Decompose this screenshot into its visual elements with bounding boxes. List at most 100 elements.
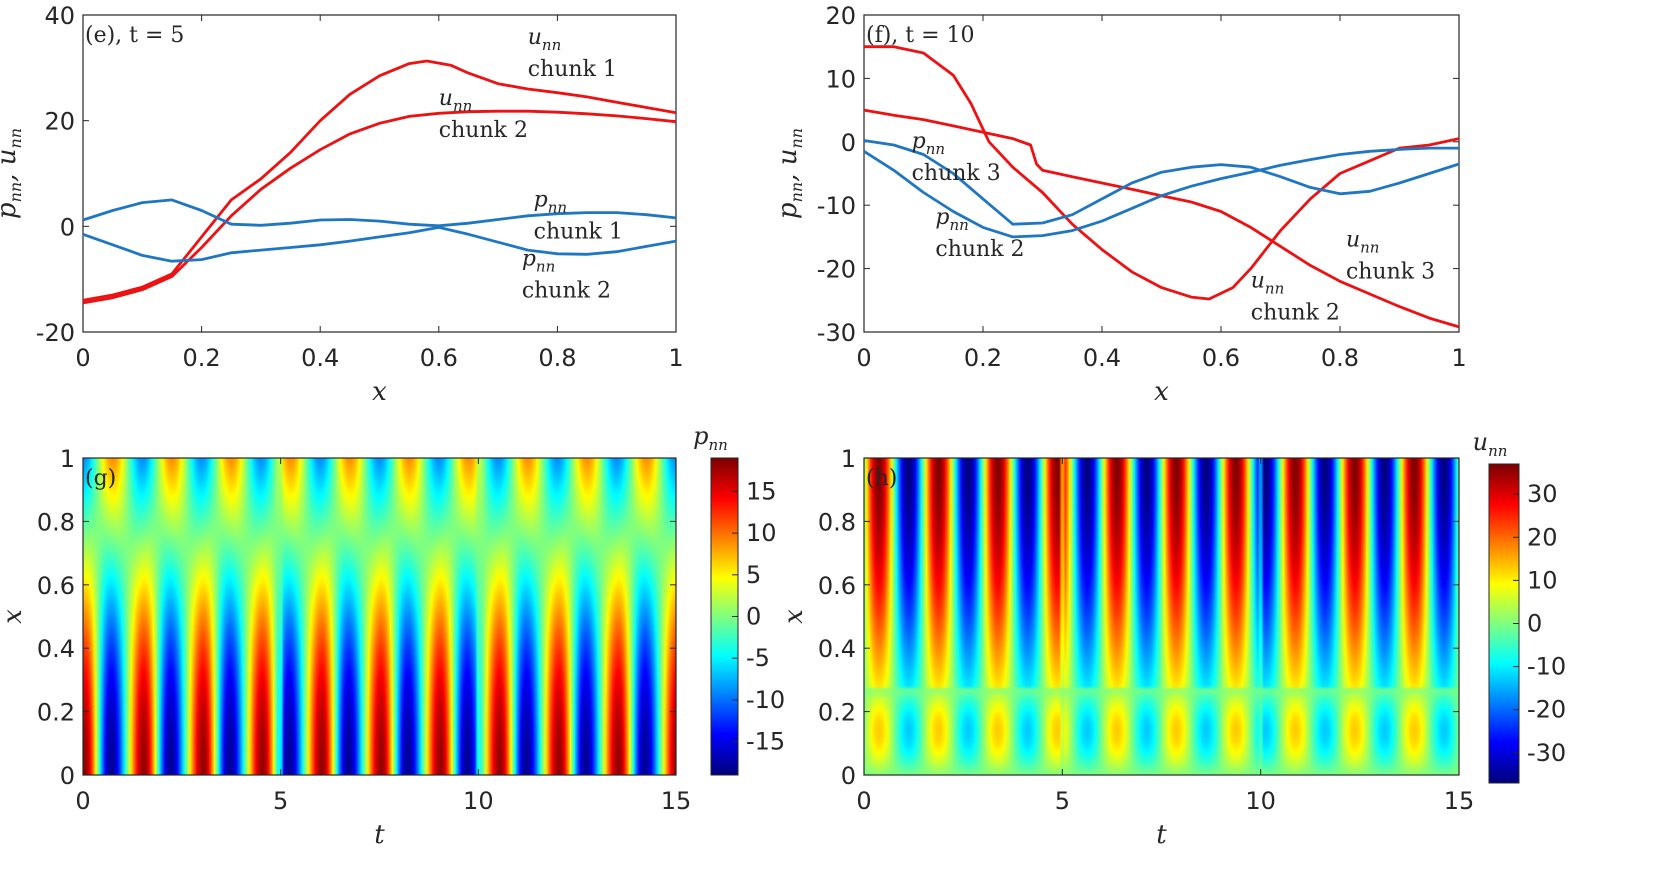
x-tick-label: 0.2 [183, 344, 221, 372]
x-tick-label: 15 [1444, 787, 1475, 815]
panel-label: (e), t = 5 [85, 23, 184, 48]
series-annotation-symbol: unn [1346, 227, 1380, 256]
series-line-2 [863, 108, 1460, 329]
panel-1: 00.20.40.60.81-2002040xpnn, unnunnchunk … [0, 2, 684, 407]
y-tick-label: 0 [841, 129, 856, 157]
axes-frame [863, 457, 1460, 776]
x-tick-label: 10 [1245, 787, 1276, 815]
series-annotation-symbol: unn [1251, 269, 1285, 298]
series-annotation-label: chunk 1 [528, 57, 617, 82]
x-tick-label: 1 [668, 344, 683, 372]
colorbar-tick-label: 10 [1527, 566, 1558, 594]
series-line-1 [864, 45, 1460, 301]
series-line-2 [82, 109, 677, 305]
y-tick-label: 1 [841, 445, 856, 473]
x-tick-label: 5 [273, 787, 288, 815]
colorbar-title: pnn [693, 422, 728, 454]
y-tick-label: 0.6 [37, 572, 75, 600]
series-annotation-symbol: pnn [935, 205, 968, 234]
x-axis-label: t [1156, 820, 1167, 850]
y-tick-label: -30 [817, 319, 856, 347]
series-line-3 [82, 198, 677, 228]
x-tick-label: 5 [1055, 787, 1070, 815]
y-axis-label: x [0, 609, 28, 624]
y-tick-label: -20 [817, 256, 856, 284]
x-tick-label: 0.6 [1202, 344, 1240, 372]
series-line-4 [82, 226, 677, 263]
colorbar-tick-label: -20 [1527, 696, 1566, 724]
series-line-3 [863, 139, 1460, 226]
colorbar-title: unn [1473, 428, 1508, 460]
panel-label: (g) [85, 466, 116, 491]
x-tick-label: 0.8 [538, 344, 576, 372]
colorbar-tick-label: 5 [746, 561, 761, 589]
panel-label: (f), t = 10 [866, 23, 975, 48]
series-annotation-symbol: unn [439, 86, 473, 115]
y-tick-label: 0 [841, 762, 856, 790]
axes-frame [863, 14, 1460, 333]
series-annotation-symbol: pnn [912, 129, 945, 158]
x-tick-label: 0 [856, 787, 871, 815]
y-tick-label: -10 [817, 192, 856, 220]
colorbar-tick-label: -15 [746, 728, 785, 756]
colorbar-tick-label: 10 [746, 519, 777, 547]
axes-frame [82, 457, 677, 776]
y-tick-label: 0 [60, 762, 75, 790]
x-tick-label: 0.8 [1321, 344, 1359, 372]
panel-label: (h) [866, 466, 897, 491]
y-axis-label: pnn, unn [773, 128, 806, 219]
series-annotation-label: chunk 2 [522, 278, 611, 303]
panel-4: 30 20 10 0 -10 -20 -30 unn 0 5 10 15 0 0.2 0.4 0.6 0.8 1 t… [779, 428, 1566, 850]
y-tick-label: 10 [825, 65, 856, 93]
series-annotation-symbol: pnn [522, 246, 555, 275]
x-tick-label: 15 [661, 787, 692, 815]
panel-3: 15 10 5 0 -5 -10 -15 pnn 0 5 10 15 0 0.2 0.4 0.6 0.8 1 t x (… [0, 422, 785, 850]
series-annotation-label: chunk 3 [1346, 259, 1435, 284]
x-tick-label: 0.4 [1083, 344, 1121, 372]
y-tick-label: 20 [44, 108, 75, 136]
x-tick-label: 10 [463, 787, 494, 815]
y-tick-label: 0.2 [37, 699, 75, 727]
heatmap-image [83, 458, 676, 775]
colorbar-tick-label: 30 [1527, 480, 1558, 508]
x-tick-label: 0.2 [964, 344, 1002, 372]
x-axis-label: t [374, 820, 385, 850]
colorbar-tick-label: 20 [1527, 523, 1558, 551]
colorbar-tick-label: -30 [1527, 739, 1566, 767]
series-annotation-label: chunk 3 [912, 161, 1001, 186]
series-annotation-label: chunk 1 [534, 219, 623, 244]
y-axis-label: x [779, 609, 809, 624]
series-annotation-symbol: unn [528, 25, 562, 54]
series-annotation-label: chunk 2 [935, 237, 1024, 262]
series-line-1 [82, 59, 677, 302]
axes-frame [82, 14, 677, 333]
colorbar-tick-label: -10 [1527, 653, 1566, 681]
y-tick-label: 0 [60, 213, 75, 241]
y-tick-label: 0.8 [818, 508, 856, 536]
y-tick-label: 0.8 [37, 508, 75, 536]
x-tick-label: 0 [75, 787, 90, 815]
series-annotation-label: chunk 2 [439, 118, 528, 143]
y-tick-label: 0.4 [37, 635, 75, 663]
y-tick-label: -20 [36, 319, 75, 347]
y-tick-label: 0.2 [818, 699, 856, 727]
colorbar-tick-label: -10 [746, 686, 785, 714]
x-tick-label: 0 [856, 344, 871, 372]
x-tick-label: 0 [75, 344, 90, 372]
y-tick-label: 0.4 [818, 635, 856, 663]
y-tick-label: 20 [825, 2, 856, 30]
y-tick-label: 40 [44, 2, 75, 30]
colorbar-tick-label: -5 [746, 644, 770, 672]
series-annotation-symbol: pnn [534, 187, 567, 216]
colorbar-tick-label: 15 [746, 477, 777, 505]
heatmap-image [864, 458, 1459, 775]
y-tick-label: 1 [60, 445, 75, 473]
x-tick-label: 1 [1451, 344, 1466, 372]
panel-2: 0 0.2 0.4 0.6 0.8 1 -30 -20 -10 0 10 20 x pnn, unn pnn… [773, 2, 1467, 407]
y-axis-label: pnn, unn [0, 128, 25, 219]
series-annotation-label: chunk 2 [1251, 301, 1340, 326]
x-axis-label: x [372, 377, 387, 407]
x-tick-label: 0.4 [301, 344, 339, 372]
y-tick-label: 0.6 [818, 572, 856, 600]
